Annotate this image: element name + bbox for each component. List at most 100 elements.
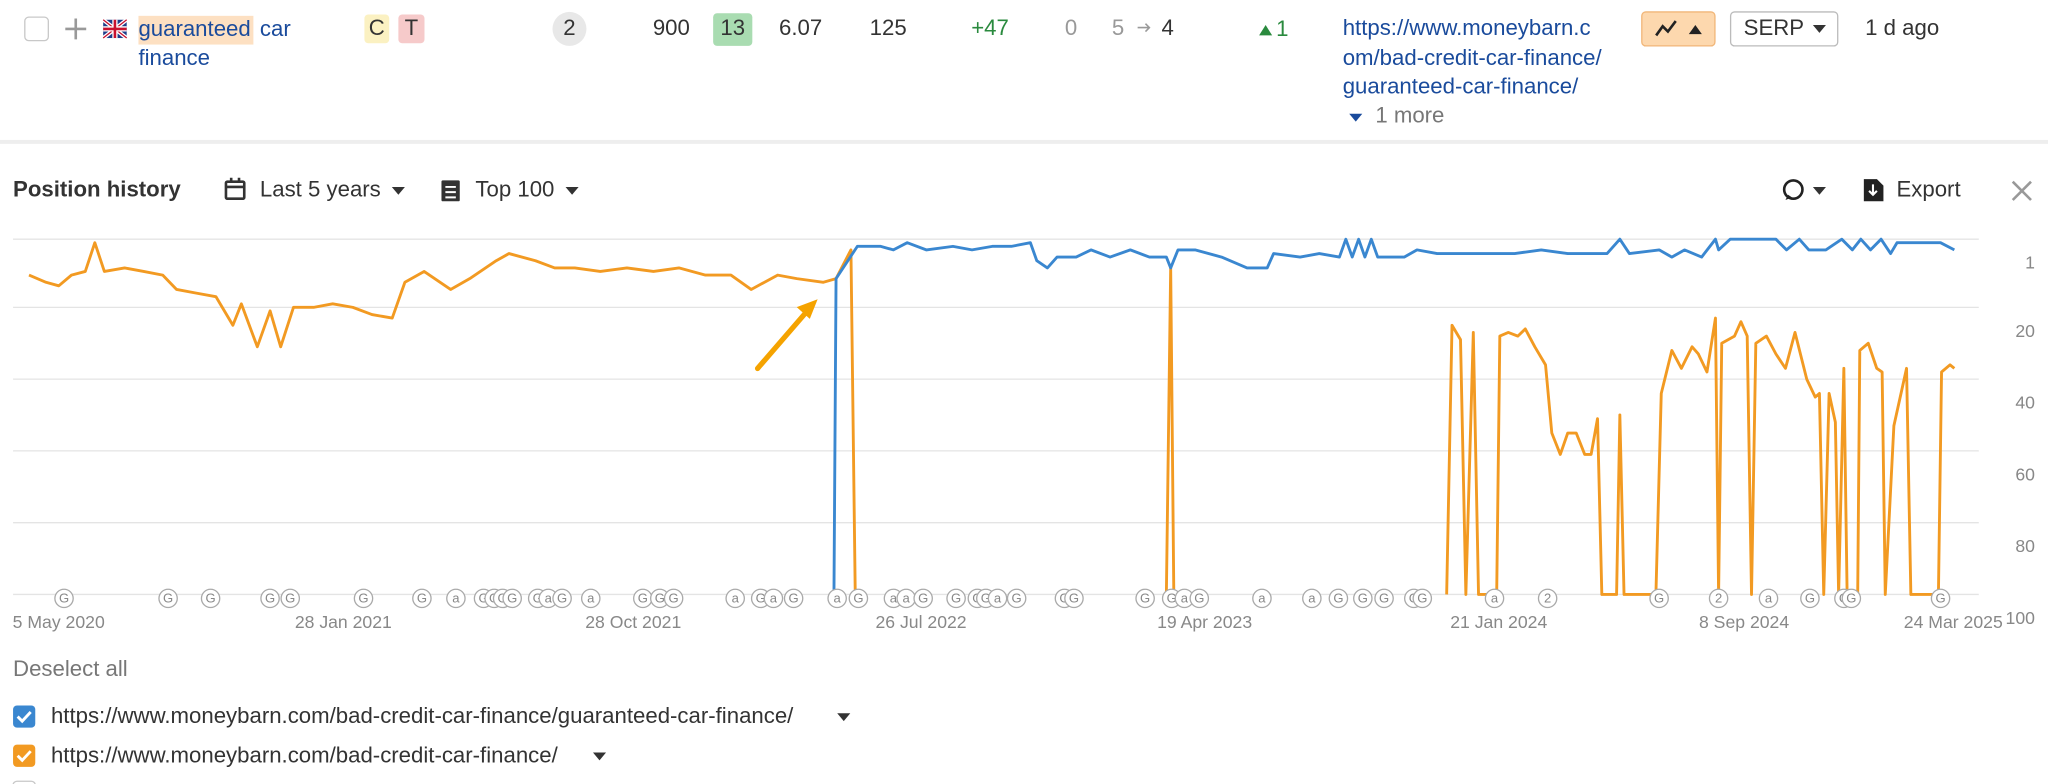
event-marker (54, 588, 74, 609)
legend-entry[interactable]: https://www.moneybarn.com/bad-credit-car… (51, 703, 794, 728)
period-select[interactable]: Last 5 years (260, 177, 381, 202)
event-marker (280, 588, 301, 609)
event-marker (1841, 588, 1862, 609)
x-tick-label: 19 Apr 2023 (1157, 612, 1252, 632)
event-label: G (59, 590, 69, 605)
event-label: 2 (1715, 590, 1722, 605)
top-select[interactable]: Top 100 (475, 177, 554, 202)
check-icon (16, 711, 32, 724)
event-marker (783, 588, 804, 609)
serp-button[interactable] (1729, 11, 1839, 47)
event-label: 2 (1544, 590, 1551, 605)
event-label: G (1654, 590, 1664, 605)
event-label: G (206, 590, 216, 605)
keyword-text[interactable]: car (260, 16, 291, 41)
event-marker (1006, 588, 1027, 609)
series-checkbox[interactable] (12, 780, 36, 784)
traffic: 125 (870, 15, 907, 40)
event-marker (580, 588, 601, 609)
series-checkbox[interactable] (13, 744, 36, 767)
chart-button[interactable] (1641, 11, 1716, 47)
x-tick-label: 28 Jan 2021 (295, 612, 392, 632)
legend-entry[interactable]: https://www.moneybarn.com/bad-credit-car… (51, 742, 559, 767)
close-button[interactable] (2011, 180, 2032, 201)
event-label: a (994, 590, 1002, 605)
event-marker (1800, 588, 1820, 609)
position-change: 1 (1276, 16, 1288, 41)
x-tick-label: 21 Jan 2024 (1450, 612, 1547, 632)
event-label: a (1765, 590, 1773, 605)
event-label: a (452, 590, 460, 605)
event-label: a (545, 590, 553, 605)
kd-badge (713, 13, 753, 46)
event-label: a (1258, 590, 1266, 605)
paid: 0 (1065, 15, 1077, 40)
event-marker (502, 588, 522, 609)
x-tick-label: 28 Oct 2021 (585, 612, 681, 632)
x-tick-label: 24 Mar 2025 (1904, 612, 2003, 632)
updated: 1 d ago (1865, 15, 1939, 40)
event-marker (260, 588, 280, 609)
url-line[interactable]: https://www.moneybarn.c (1343, 15, 1591, 40)
event-marker (1649, 588, 1669, 609)
y-tick-label: 100 (2006, 608, 2036, 628)
event-label: a (587, 590, 595, 605)
y-tick-label: 40 (2015, 393, 2035, 413)
event-marker (353, 588, 374, 609)
event-marker (946, 588, 966, 609)
event-marker (913, 588, 933, 609)
event-marker (1135, 588, 1155, 609)
series-checkbox[interactable] (13, 705, 36, 728)
export-icon[interactable] (1863, 179, 1884, 202)
event-label: G (918, 590, 928, 605)
event-label: G (638, 590, 648, 605)
event-label: a (903, 590, 911, 605)
calendar-icon (224, 177, 246, 200)
keyword-highlight-text[interactable]: guaranteed (138, 16, 250, 41)
add-icon[interactable] (65, 18, 87, 40)
comment-button[interactable] (1782, 179, 1826, 200)
url-line[interactable]: om/bad-credit-car-finance/ (1343, 45, 1603, 70)
event-label: a (770, 590, 778, 605)
event-label: a (1308, 590, 1316, 605)
event-marker (552, 588, 572, 609)
event-label: G (1012, 590, 1022, 605)
kd: 13 (720, 15, 745, 40)
event-marker (1189, 588, 1210, 609)
event-marker (1064, 588, 1084, 609)
annotation-arrow (754, 299, 818, 372)
event-label: G (285, 590, 295, 605)
export-button[interactable]: Export (1896, 177, 1960, 202)
event-marker (763, 588, 784, 609)
event-label: a (732, 590, 740, 605)
event-marker (1708, 588, 1729, 609)
more-link[interactable]: 1 more (1375, 102, 1444, 127)
x-tick-label: 26 Jul 2022 (875, 612, 966, 632)
event-marker (1328, 588, 1349, 609)
event-label: G (853, 590, 863, 605)
url-line[interactable]: guaranteed-car-finance/ (1343, 74, 1579, 99)
sf-badge (552, 11, 587, 46)
event-marker (1412, 588, 1433, 609)
event-label: G (1805, 590, 1815, 605)
row-checkbox[interactable] (24, 16, 49, 42)
event-label: G (756, 590, 766, 605)
position-from: 5 (1112, 15, 1124, 40)
y-tick-label: 80 (2015, 536, 2035, 556)
series-line (28, 241, 1956, 596)
up-icon (1259, 24, 1273, 36)
event-label: G (1167, 590, 1177, 605)
event-label: a (834, 590, 842, 605)
event-marker (663, 588, 684, 609)
event-marker (827, 588, 847, 609)
event-marker (1537, 588, 1558, 609)
event-label: G (1379, 590, 1389, 605)
caret-icon (1812, 24, 1826, 33)
event-marker (1374, 588, 1394, 609)
serp-label[interactable]: SERP (1744, 15, 1804, 40)
arrow-icon (1137, 23, 1151, 33)
deselect-all[interactable]: Deselect all (13, 656, 128, 681)
series-line (832, 237, 1956, 595)
keyword-text[interactable]: finance (138, 45, 210, 70)
panel-title: Position history (13, 177, 181, 202)
